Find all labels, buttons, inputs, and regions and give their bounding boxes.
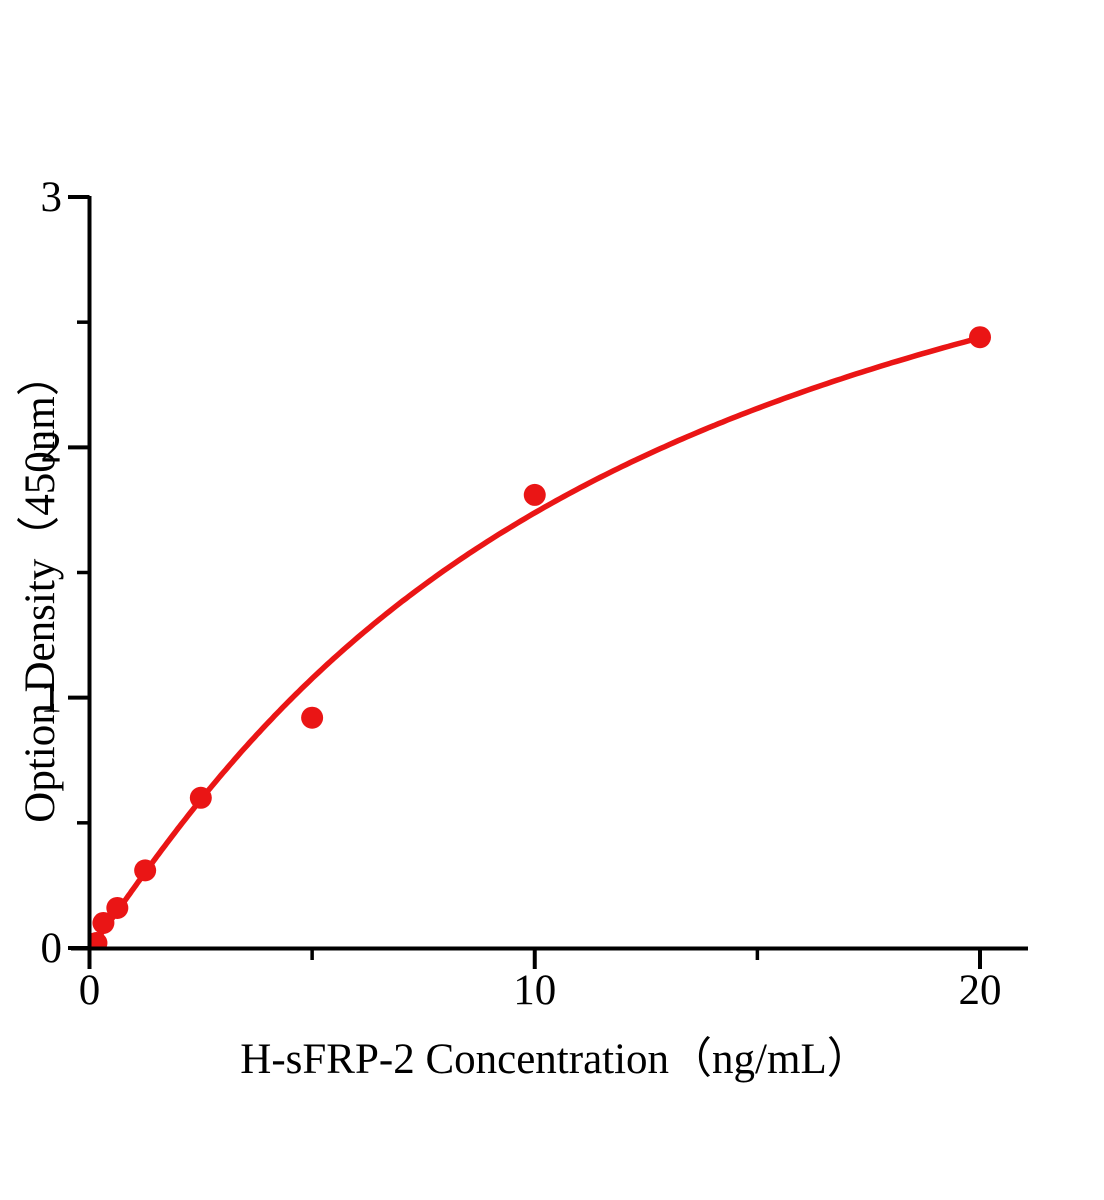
data-point-7 [969,326,991,349]
x-axis-ticks: 0 10 20 [79,948,1002,1014]
data-point-3 [134,859,157,882]
data-point-1 [92,911,115,934]
data-layer [91,326,991,948]
y-tick-label-1: 1 [41,675,63,722]
x-tick-label-20: 20 [959,967,1002,1014]
data-point-4 [189,786,212,809]
x-tick-label-10: 10 [513,967,556,1014]
y-tick-label-0: 0 [41,925,63,972]
data-point-2 [106,896,129,919]
y-axis-ticks: 0 1 2 3 [41,174,90,972]
y-tick-label-3: 3 [41,174,63,221]
y-tick-label-2: 2 [41,424,63,471]
data-point-0 [91,931,108,948]
fit-curve-path [91,335,983,946]
x-tick-label-0: 0 [79,967,101,1014]
data-point-6 [523,483,546,506]
data-point-5 [301,706,324,729]
x-axis-title: H-sFRP-2 Concentration（ng/mL） [240,1036,869,1083]
y-axis-title: Option Density（450nm） [17,353,64,822]
